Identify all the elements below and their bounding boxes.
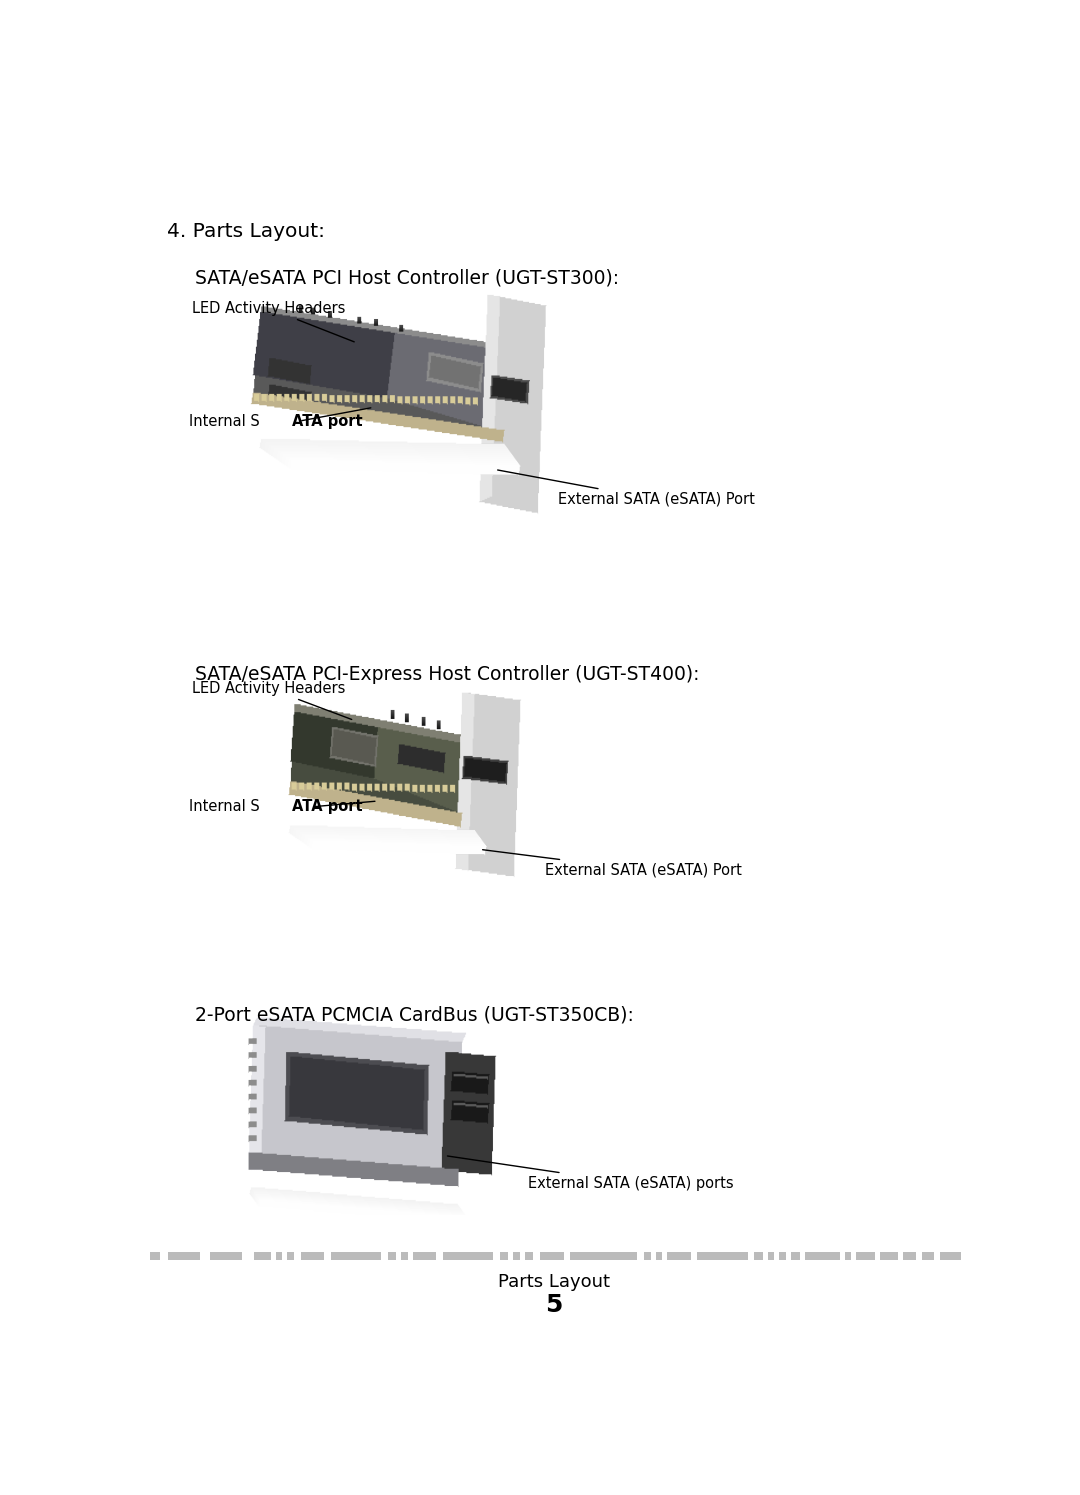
Bar bbox=[941, 1251, 961, 1260]
Bar bbox=[698, 1251, 747, 1260]
Text: ATA port: ATA port bbox=[293, 414, 363, 429]
Bar bbox=[168, 1251, 200, 1260]
Bar bbox=[880, 1251, 899, 1260]
Bar bbox=[401, 1251, 408, 1260]
Text: LED Activity Headers: LED Activity Headers bbox=[192, 300, 354, 342]
Bar bbox=[780, 1251, 786, 1260]
Bar bbox=[287, 1251, 294, 1260]
Text: ATA port: ATA port bbox=[293, 800, 363, 815]
Bar bbox=[254, 1251, 271, 1260]
Bar bbox=[330, 1251, 381, 1260]
Bar bbox=[540, 1251, 564, 1260]
Bar bbox=[922, 1251, 934, 1260]
Bar bbox=[845, 1251, 851, 1260]
Text: SATA/eSATA PCI Host Controller (UGT-ST300):: SATA/eSATA PCI Host Controller (UGT-ST30… bbox=[195, 268, 620, 287]
Text: LED Activity Headers: LED Activity Headers bbox=[192, 680, 352, 719]
Text: SATA/eSATA PCI-Express Host Controller (UGT-ST400):: SATA/eSATA PCI-Express Host Controller (… bbox=[195, 665, 700, 685]
Bar bbox=[525, 1251, 534, 1260]
Bar bbox=[275, 1251, 282, 1260]
Text: Internal S: Internal S bbox=[189, 414, 260, 429]
Bar bbox=[388, 1251, 396, 1260]
Text: 4. Parts Layout:: 4. Parts Layout: bbox=[166, 221, 325, 241]
Bar bbox=[856, 1251, 875, 1260]
Bar bbox=[667, 1251, 691, 1260]
Bar bbox=[805, 1251, 840, 1260]
Bar bbox=[500, 1251, 509, 1260]
Bar bbox=[300, 1251, 324, 1260]
Text: 5: 5 bbox=[544, 1293, 563, 1317]
Text: Internal S: Internal S bbox=[189, 800, 260, 815]
Bar bbox=[644, 1251, 650, 1260]
Bar bbox=[211, 1251, 242, 1260]
Bar bbox=[792, 1251, 799, 1260]
Bar bbox=[570, 1251, 637, 1260]
Text: 2-Port eSATA PCMCIA CardBus (UGT-ST350CB):: 2-Port eSATA PCMCIA CardBus (UGT-ST350CB… bbox=[195, 1006, 634, 1026]
Text: External SATA (eSATA) Port: External SATA (eSATA) Port bbox=[483, 849, 742, 878]
Bar bbox=[768, 1251, 774, 1260]
Bar bbox=[413, 1251, 436, 1260]
Bar bbox=[513, 1251, 521, 1260]
Bar bbox=[656, 1251, 662, 1260]
Text: External SATA (eSATA) ports: External SATA (eSATA) ports bbox=[447, 1156, 734, 1190]
Text: External SATA (eSATA) Port: External SATA (eSATA) Port bbox=[498, 469, 755, 507]
Text: Parts Layout: Parts Layout bbox=[498, 1274, 609, 1292]
Bar bbox=[150, 1251, 160, 1260]
Bar bbox=[903, 1251, 916, 1260]
Bar bbox=[443, 1251, 494, 1260]
Bar bbox=[754, 1251, 762, 1260]
